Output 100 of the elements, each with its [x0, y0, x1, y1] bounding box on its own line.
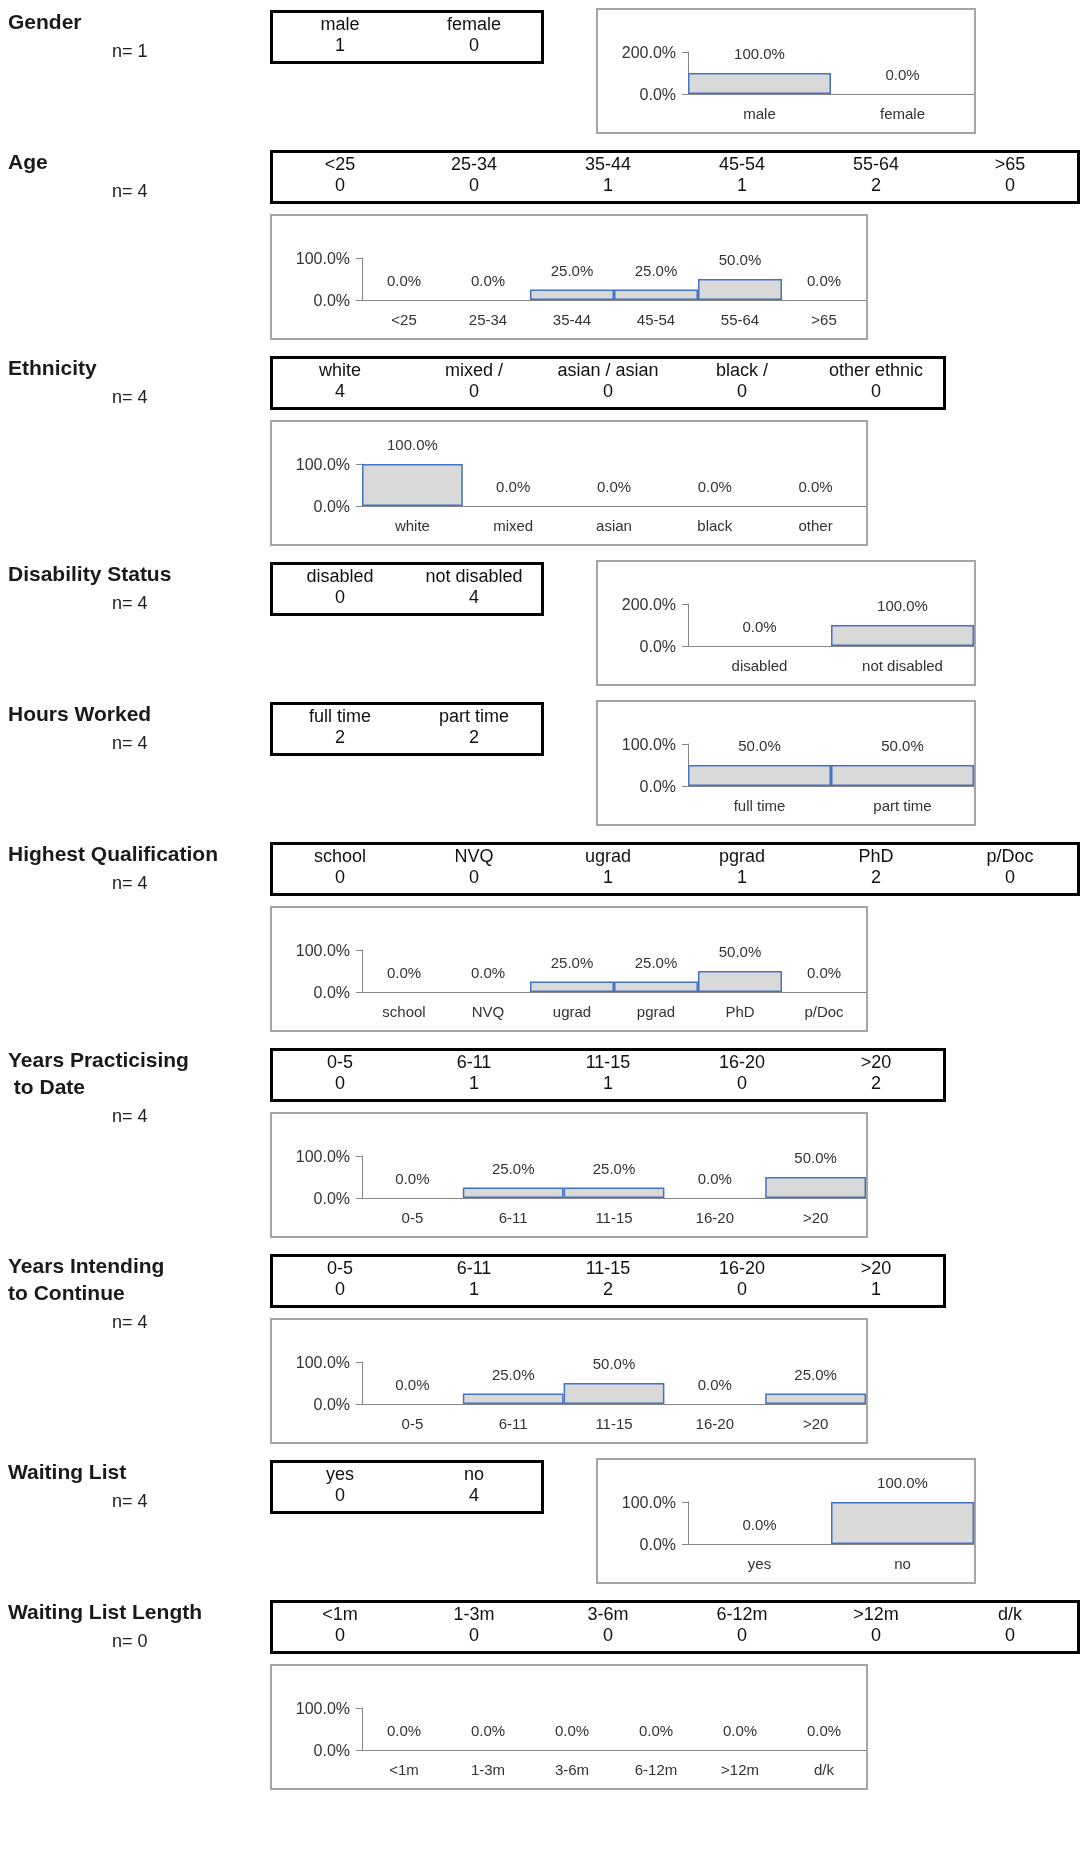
- x-tick-label: mixed: [493, 517, 534, 534]
- category-label: <1m: [321, 1604, 359, 1625]
- data-label: 2: [334, 727, 346, 748]
- category-label: female: [446, 14, 502, 35]
- data-label: 100.0%: [877, 1474, 928, 1491]
- data-label: 0: [736, 1279, 748, 1300]
- data-label: 25.0%: [634, 953, 678, 971]
- x-tick-label: 11-15: [595, 1209, 633, 1226]
- category-label: 6-11: [455, 1258, 493, 1279]
- x-tick-label: 3-6m: [554, 1761, 590, 1778]
- text: n= 0: [112, 1631, 149, 1652]
- x-tick-label: 35-44: [552, 311, 592, 328]
- data-label: 4: [468, 587, 480, 608]
- y-tick-label: 0.0%: [313, 1189, 350, 1207]
- category-label: 16-20: [717, 1052, 766, 1073]
- category-label: 3-6m: [586, 1604, 630, 1625]
- category-label: 1-3m: [452, 1604, 496, 1625]
- text: n= 4: [112, 593, 149, 614]
- data-label: 0.0%: [470, 272, 506, 289]
- category-label: ugrad: [583, 846, 632, 867]
- y-tick-label: 0.0%: [639, 85, 676, 103]
- data-label: 0.0%: [395, 1376, 430, 1393]
- category-label: NVQ: [453, 846, 495, 867]
- text: n= 4: [112, 181, 149, 202]
- data-label: 0.0%: [386, 1722, 422, 1739]
- data-label: 0: [334, 1073, 346, 1094]
- data-label: 0.0%: [806, 1722, 842, 1739]
- data-label: 0: [736, 1073, 748, 1094]
- data-label: 50.0%: [738, 737, 781, 754]
- data-label: 0.0%: [798, 478, 833, 495]
- x-tick-label: pgrad: [636, 1003, 676, 1020]
- data-label: 2: [468, 727, 480, 748]
- data-label: 25.0%: [491, 1159, 535, 1177]
- category-label: >65: [993, 154, 1027, 175]
- category-label: yes: [325, 1464, 355, 1485]
- text: Waiting List: [8, 1459, 128, 1485]
- y-tick-label: 0.0%: [313, 1741, 350, 1759]
- data-label: 25.0%: [550, 261, 594, 279]
- data-label: 4: [334, 381, 346, 402]
- y-tick-label: 100.0%: [295, 1147, 350, 1165]
- data-label: 1: [602, 175, 614, 196]
- category-label: pgrad: [717, 846, 766, 867]
- x-tick-label: 45-54: [636, 311, 676, 328]
- data-label: 2: [602, 1279, 614, 1300]
- data-label: 0.0%: [554, 1722, 590, 1739]
- data-label: 0.0%: [596, 478, 632, 495]
- x-tick-label: NVQ: [471, 1003, 505, 1020]
- data-label: 1: [468, 1279, 480, 1300]
- category-label: 6-11: [455, 1052, 493, 1073]
- data-label: 0.0%: [470, 964, 506, 981]
- y-tick-label: 100.0%: [295, 455, 350, 473]
- data-label: 4: [468, 1485, 480, 1506]
- data-label: 0.0%: [697, 1376, 732, 1393]
- y-tick-label: 100.0%: [621, 1493, 676, 1511]
- data-label: 0: [468, 381, 480, 402]
- data-label: 1: [736, 867, 748, 888]
- x-tick-label: 55-64: [720, 311, 760, 328]
- x-tick-label: 1-3m: [470, 1761, 506, 1778]
- x-tick-label: ugrad: [552, 1003, 592, 1020]
- x-tick-label: 6-11: [498, 1209, 528, 1226]
- data-label: 0: [468, 1625, 480, 1646]
- data-label: 50.0%: [794, 1149, 837, 1166]
- text: Years Intending to Continue: [8, 1253, 166, 1306]
- x-tick-label: 16-20: [695, 1415, 734, 1432]
- category-label: asian / asian: [556, 360, 660, 381]
- data-label: 1: [870, 1279, 882, 1300]
- text: n= 4: [112, 873, 149, 894]
- x-tick-label: black: [697, 517, 733, 534]
- y-tick-label: 0.0%: [639, 637, 676, 655]
- data-label: 25.0%: [592, 1159, 636, 1177]
- data-label: 0.0%: [470, 1722, 506, 1739]
- x-tick-label: <25: [391, 311, 417, 328]
- data-label: 0: [334, 1279, 346, 1300]
- category-label: 16-20: [717, 1258, 766, 1279]
- data-label: 0: [334, 867, 346, 888]
- text: Ethnicity: [8, 355, 98, 381]
- data-label: 0: [1004, 175, 1016, 196]
- category-label: <25: [323, 154, 357, 175]
- text: n= 1: [112, 41, 149, 62]
- text: Hours Worked: [8, 701, 153, 727]
- y-tick-label: 100.0%: [621, 735, 676, 753]
- data-label: 50.0%: [718, 943, 762, 960]
- data-label: 0.0%: [395, 1170, 430, 1187]
- x-tick-label: 11-15: [595, 1415, 633, 1432]
- data-label: 0: [1004, 867, 1016, 888]
- data-label: 2: [870, 1073, 882, 1094]
- x-tick-label: 0-5: [401, 1209, 424, 1226]
- category-label: >20: [859, 1258, 893, 1279]
- x-tick-label: other: [798, 517, 833, 534]
- y-tick-label: 200.0%: [621, 595, 676, 613]
- text: n= 4: [112, 733, 149, 754]
- category-label: >20: [859, 1052, 893, 1073]
- y-tick-label: 0.0%: [313, 983, 350, 1001]
- category-label: part time: [438, 706, 510, 727]
- x-tick-label: 6-12m: [634, 1761, 678, 1778]
- x-tick-label: school: [382, 1003, 426, 1020]
- data-label: 0.0%: [806, 964, 842, 981]
- x-tick-label: >65: [811, 311, 837, 328]
- text: Gender: [8, 9, 83, 35]
- data-label: 0: [334, 1625, 346, 1646]
